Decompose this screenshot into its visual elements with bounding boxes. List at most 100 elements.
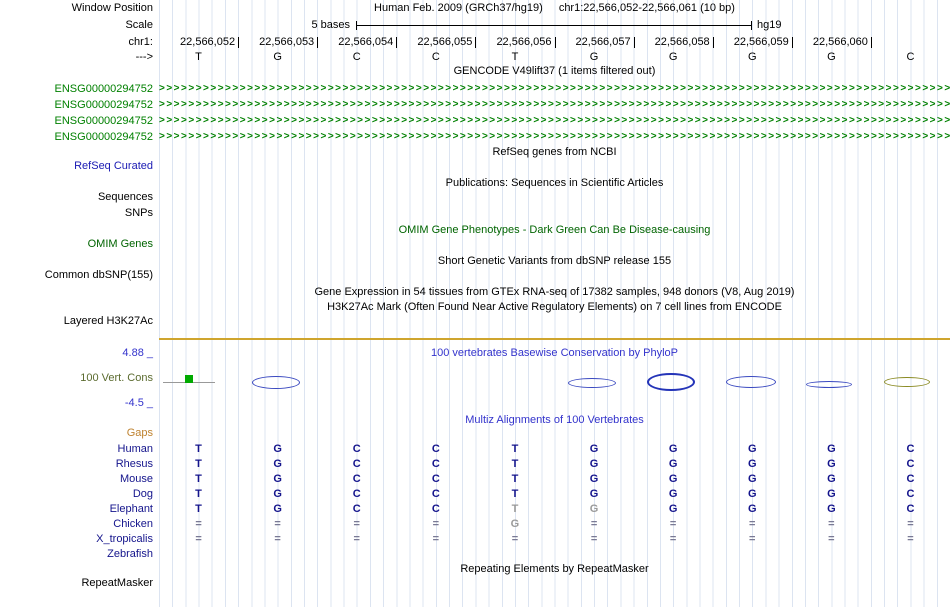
species-label[interactable]: Rhesus — [115, 458, 153, 470]
coordinate-tick — [238, 37, 240, 48]
track-label-common-dbsnp[interactable]: Common dbSNP(155) — [44, 269, 153, 281]
coordinate-tick — [554, 37, 556, 48]
conservation-max-value: 4.88 _ — [122, 347, 153, 359]
label-scale: Scale — [125, 19, 153, 31]
sequence-base: C — [431, 51, 440, 63]
coordinate-tick — [475, 37, 477, 48]
alignment-base: = — [590, 533, 598, 545]
alignment-base: = — [828, 518, 835, 530]
conservation-ellipse — [568, 378, 617, 388]
species-label[interactable]: Human — [117, 443, 153, 455]
alignment-base: T — [511, 443, 519, 455]
coordinate-tick — [791, 37, 793, 48]
alignment-base: G — [668, 443, 678, 455]
alignment-base: T — [511, 458, 519, 470]
alignment-base: T — [511, 503, 519, 515]
alignment-base: G — [273, 503, 282, 515]
track-label-100-vert-cons[interactable]: 100 Vert. Cons — [80, 372, 153, 384]
track-label-layered-h3k27ac[interactable]: Layered H3K27Ac — [63, 315, 153, 327]
scale-bar — [356, 21, 752, 30]
dbsnp-header: Short Genetic Variants from dbSNP releas… — [437, 255, 672, 267]
h3k27ac-signal-line[interactable] — [159, 338, 950, 340]
conservation-ellipse — [251, 375, 300, 389]
alignment-base: = — [669, 518, 677, 530]
alignment-base: T — [511, 473, 519, 485]
track-label-gaps[interactable]: Gaps — [126, 427, 153, 439]
species-label[interactable]: X_tropicalis — [96, 533, 153, 545]
sequence-base: C — [906, 51, 915, 63]
alignment-base: G — [273, 458, 282, 470]
alignment-base: = — [590, 518, 598, 530]
species-label[interactable]: Chicken — [113, 518, 153, 530]
track-label-sequences[interactable]: Sequences — [97, 191, 153, 203]
alignment-base: G — [273, 443, 282, 455]
alignment-base: G — [747, 458, 757, 470]
species-label[interactable]: Zebrafish — [107, 548, 153, 560]
alignment-base: T — [195, 458, 202, 470]
window-position-range: chr1:22,566,052-22,566,061 (10 bp) — [558, 2, 735, 14]
alignment-base: = — [353, 533, 360, 545]
sequence-base: T — [195, 51, 202, 63]
alignment-base: C — [431, 443, 440, 455]
species-label[interactable]: Mouse — [119, 473, 153, 485]
coordinate-tick — [317, 37, 319, 48]
alignment-base: C — [906, 503, 915, 515]
species-label[interactable]: Dog — [132, 488, 153, 500]
track-label-omim-genes[interactable]: OMIM Genes — [87, 238, 153, 250]
base-position-guidelines — [159, 0, 950, 607]
alignment-base: G — [589, 503, 599, 515]
conservation-ellipse — [806, 380, 853, 388]
alignment-base: G — [668, 488, 678, 500]
alignment-base: = — [669, 533, 677, 545]
transcript-direction-arrows[interactable]: >>>>>>>>>>>>>>>>>>>>>>>>>>>>>>>>>>>>>>>>… — [159, 99, 950, 110]
transcript-label[interactable]: ENSG00000294752 — [54, 83, 153, 95]
alignment-base: G — [827, 458, 836, 470]
track-label-snps[interactable]: SNPs — [124, 207, 153, 219]
alignment-base: T — [195, 503, 202, 515]
transcript-direction-arrows[interactable]: >>>>>>>>>>>>>>>>>>>>>>>>>>>>>>>>>>>>>>>>… — [159, 83, 950, 94]
alignment-base: G — [668, 503, 678, 515]
alignment-base: G — [589, 443, 599, 455]
transcript-label[interactable]: ENSG00000294752 — [54, 131, 153, 143]
conservation-ellipse — [884, 377, 931, 387]
alignment-base: G — [827, 473, 836, 485]
alignment-base: C — [431, 458, 440, 470]
transcript-label[interactable]: ENSG00000294752 — [54, 115, 153, 127]
alignment-base: G — [827, 443, 836, 455]
refseq-header: RefSeq genes from NCBI — [492, 146, 617, 158]
track-label-repeatmasker[interactable]: RepeatMasker — [81, 577, 153, 589]
transcript-direction-arrows[interactable]: >>>>>>>>>>>>>>>>>>>>>>>>>>>>>>>>>>>>>>>>… — [159, 115, 950, 126]
label-window-position: Window Position — [71, 2, 153, 14]
species-label[interactable]: Elephant — [109, 503, 153, 515]
alignment-base: G — [510, 518, 520, 530]
alignment-base: = — [274, 533, 281, 545]
alignment-base: = — [195, 518, 202, 530]
track-label-refseq-curated[interactable]: RefSeq Curated — [74, 160, 153, 172]
alignment-base: G — [827, 503, 836, 515]
transcript-direction-arrows[interactable]: >>>>>>>>>>>>>>>>>>>>>>>>>>>>>>>>>>>>>>>>… — [159, 131, 950, 142]
alignment-base: C — [352, 473, 361, 485]
coordinate-tick — [712, 37, 714, 48]
alignment-base: G — [747, 473, 757, 485]
coordinate-label: 22,566,053 — [259, 36, 315, 48]
transcript-label[interactable]: ENSG00000294752 — [54, 99, 153, 111]
alignment-base: = — [432, 518, 440, 530]
window-title-row: Human Feb. 2009 (GRCh37/hg19) chr1:22,566… — [159, 2, 950, 14]
coordinate-label: 22,566,054 — [338, 36, 394, 48]
assembly-title: Human Feb. 2009 (GRCh37/hg19) — [374, 2, 543, 14]
alignment-base: = — [907, 533, 914, 545]
label-chromosome: chr1: — [128, 36, 153, 48]
alignment-base: T — [195, 473, 202, 485]
sequence-base: C — [352, 51, 361, 63]
coordinate-label: 22,566,056 — [496, 36, 552, 48]
alignment-base: G — [668, 473, 678, 485]
sequence-base: T — [511, 51, 519, 63]
coordinate-label: 22,566,059 — [733, 36, 789, 48]
coordinate-label: 22,566,052 — [180, 36, 236, 48]
sequence-base: G — [827, 51, 836, 63]
coordinate-label: 22,566,055 — [417, 36, 473, 48]
alignment-base: G — [589, 473, 599, 485]
